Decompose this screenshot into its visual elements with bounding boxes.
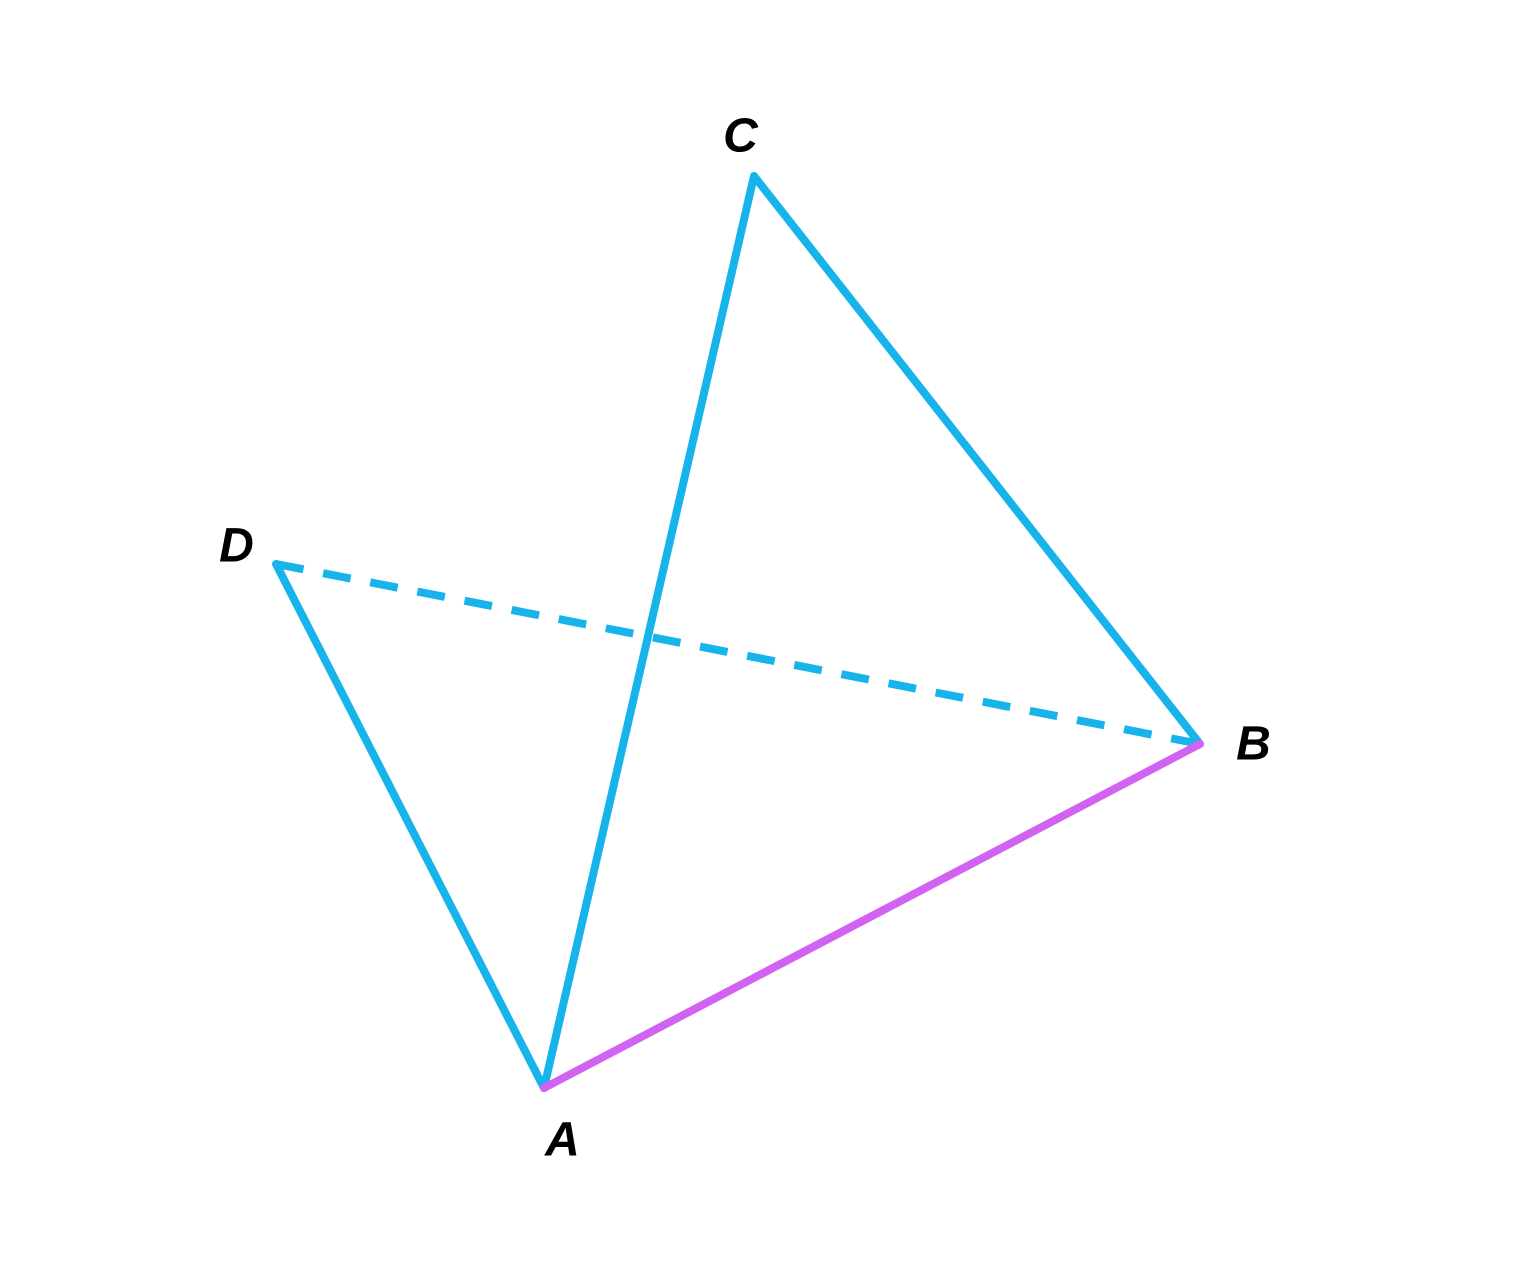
vertex-label-d: D xyxy=(219,519,253,574)
diagram-svg xyxy=(0,0,1536,1269)
vertex-label-a: A xyxy=(545,1113,579,1168)
tetra-diagram: A B C D xyxy=(0,0,1536,1269)
edge-a-b xyxy=(544,744,1200,1088)
vertex-label-b: B xyxy=(1236,717,1270,772)
vertex-label-c: C xyxy=(723,109,757,164)
edge-d-b xyxy=(276,564,1200,744)
edges-group xyxy=(276,176,1200,1088)
edge-a-c xyxy=(544,176,754,1088)
edge-d-a xyxy=(276,564,544,1088)
edge-c-b xyxy=(754,176,1200,744)
